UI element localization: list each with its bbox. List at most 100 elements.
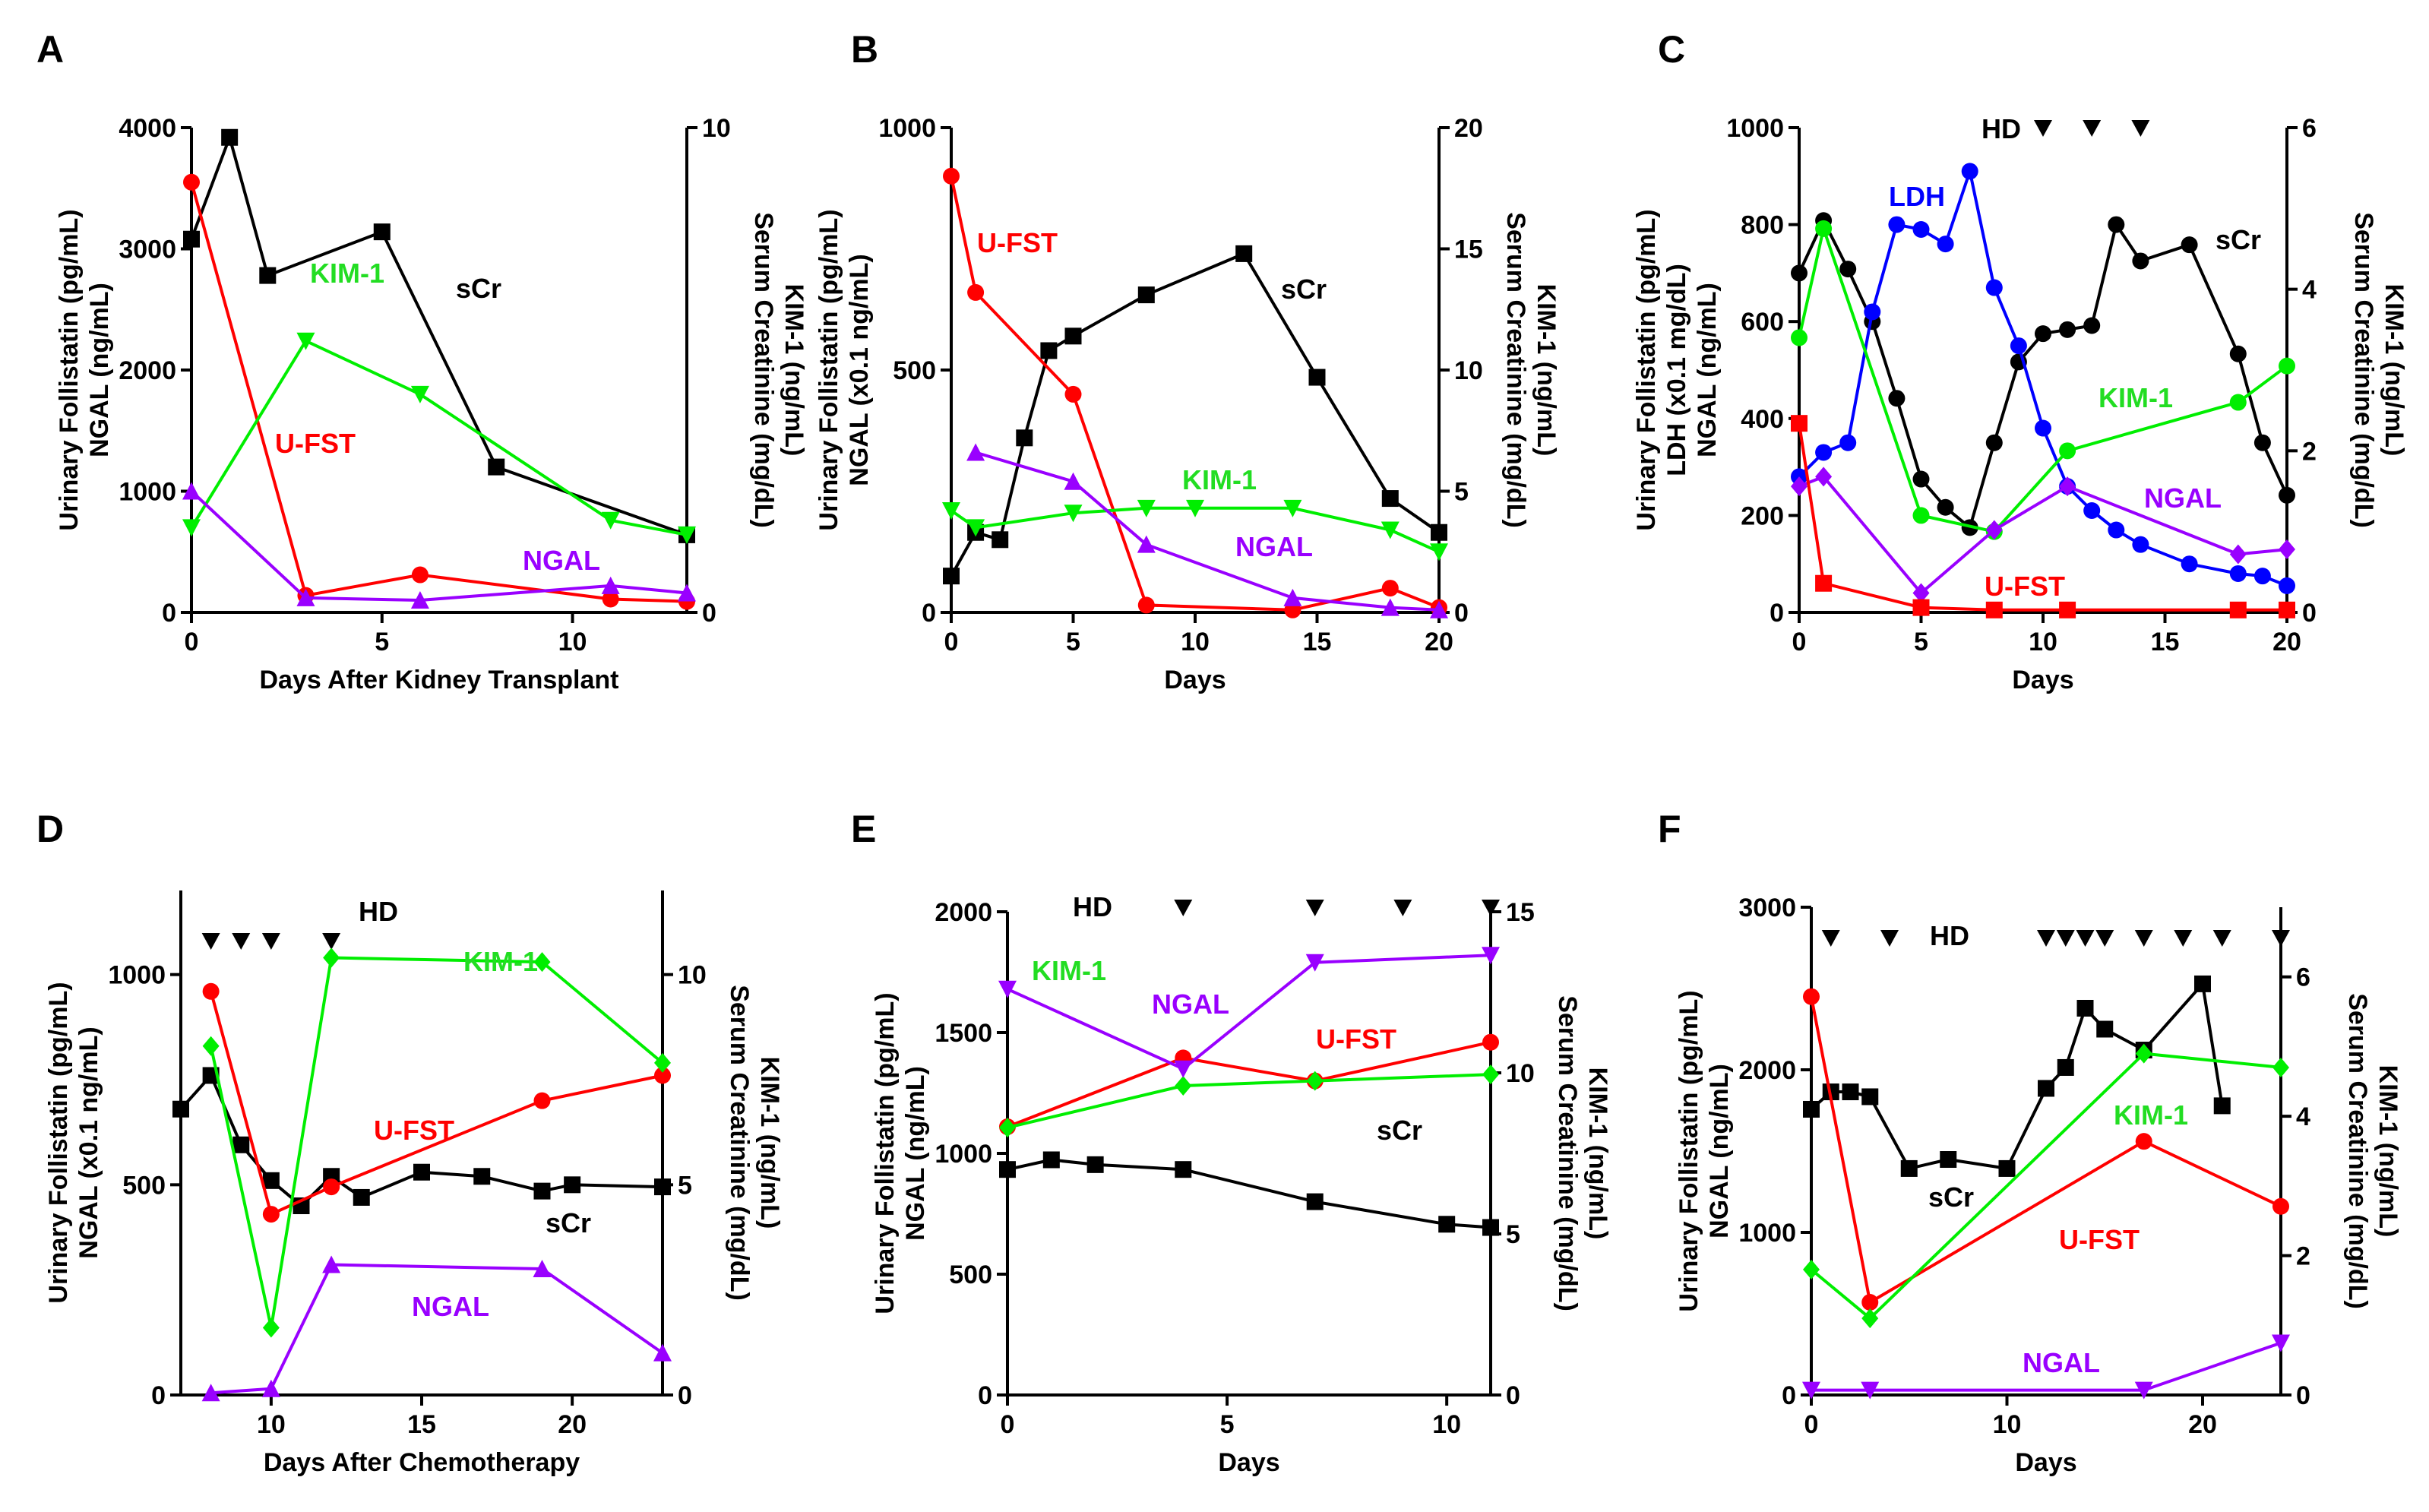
y-axis-title: Urinary Follistatin (pg/mL): [1675, 990, 1703, 1311]
data-point: [1998, 1159, 2016, 1177]
data-point: [2279, 486, 2295, 504]
y-axis-title: Urinary Follistatin (pg/mL): [55, 209, 84, 530]
y-tick-label: 1000: [108, 961, 166, 990]
series-u-fst: U-FST: [183, 173, 695, 610]
hd-marker: [232, 933, 251, 950]
hd-marker: [1880, 930, 1899, 947]
data-point: [533, 1092, 551, 1109]
data-point: [1985, 520, 2003, 540]
series-u-fst: U-FST: [202, 982, 671, 1223]
y-tick-label: 500: [893, 356, 936, 385]
data-point: [2076, 999, 2094, 1017]
y-tick-label: 1500: [935, 1019, 992, 1048]
y-tick-label: 4000: [119, 114, 176, 143]
y-tick-label: 0: [922, 599, 936, 628]
y2-tick-label: 15: [1506, 898, 1535, 927]
y-axis-title: Urinary Follistatin (pg/mL): [871, 992, 900, 1314]
y-tick-label: 3000: [119, 236, 176, 264]
data-point: [999, 1161, 1016, 1178]
data-point: [2279, 539, 2295, 560]
data-point: [2229, 394, 2247, 411]
panel-c: C0 5 10 15 20020040060080010000246DaysUrinar…: [1632, 28, 2408, 694]
series-label: NGAL: [2023, 1347, 2100, 1378]
series-line: [190, 339, 688, 536]
data-point: [2108, 521, 2125, 539]
data-point: [2229, 345, 2247, 362]
data-point: [1430, 600, 1448, 618]
x-tick-label: 10: [1181, 628, 1210, 656]
hd-marker: [2131, 120, 2150, 137]
panel-a: A 0 5 10 0 1000 2000 3000 4000 0 10 Days After Kidn…: [36, 28, 808, 694]
data-point: [1235, 245, 1253, 262]
data-point: [262, 1317, 280, 1338]
data-point: [202, 982, 220, 1000]
y2-axis-title: KIM-1 (ng/mL): [1532, 284, 1561, 457]
data-point: [413, 1163, 430, 1181]
series-kim-1: KIM-1: [1803, 1043, 2289, 1329]
data-point: [943, 167, 960, 185]
series-line: [1007, 1073, 1491, 1130]
data-point: [1985, 601, 2003, 618]
hd-marker: [2034, 120, 2052, 137]
y2-axis-title: KIM-1 (ng/mL): [755, 1057, 784, 1229]
data-point: [1283, 499, 1302, 517]
x-axis-title: Days After Chemotherapy: [264, 1448, 580, 1477]
hd-marker: [2272, 930, 2290, 947]
hd-marker: [2083, 120, 2102, 137]
data-point: [322, 1255, 341, 1273]
data-point: [232, 1136, 250, 1153]
data-point: [1912, 583, 1930, 603]
data-point: [2059, 601, 2076, 618]
data-point: [1791, 476, 1808, 497]
data-point: [2059, 321, 2076, 338]
panel-letter: E: [851, 808, 876, 850]
data-point: [1912, 470, 1930, 488]
y-tick-label: 200: [1741, 501, 1784, 530]
data-point: [1381, 598, 1400, 616]
data-point: [1861, 1381, 1880, 1400]
panel-f: F 0 10 20 0 1000 2000 3000 0 2 4 6 Days Urinary Folli…: [1658, 808, 2402, 1477]
x-axis-title: Days: [2012, 666, 2073, 694]
y2-tick-label: 0: [1506, 1381, 1520, 1410]
data-point: [262, 1172, 280, 1189]
data-point: [2010, 337, 2027, 355]
data-point: [2135, 1133, 2152, 1150]
hd-marker: [1393, 900, 1412, 916]
data-point: [1985, 279, 2003, 296]
y2-axis-title: Serum Creatinine (mg/dL): [2349, 212, 2378, 528]
y2-tick-label: 0: [2296, 1381, 2310, 1410]
series-label: KIM-1: [310, 258, 384, 289]
y-tick-label: 400: [1741, 405, 1784, 434]
data-point: [992, 531, 1009, 549]
hd-label: HD: [1073, 891, 1112, 922]
y-axis-title: NGAL (ng/mL): [1705, 1064, 1734, 1238]
x-tick-label: 15: [1303, 628, 1332, 656]
data-point: [1815, 220, 1833, 237]
x-tick-label: 20: [2272, 628, 2301, 656]
data-point: [1842, 1083, 1859, 1101]
series-label: U-FST: [1316, 1023, 1396, 1055]
data-point: [1306, 1193, 1324, 1210]
data-point: [221, 128, 239, 146]
data-point: [1086, 1156, 1104, 1173]
data-point: [1839, 261, 1857, 278]
data-point: [1482, 1033, 1499, 1051]
data-point: [2108, 216, 2125, 233]
x-tick-label: 5: [1220, 1410, 1235, 1439]
data-point: [1430, 543, 1448, 561]
y-tick-label: 1000: [119, 478, 176, 507]
data-point: [1482, 1219, 1499, 1236]
y2-tick-label: 2: [2302, 437, 2317, 466]
data-point: [296, 332, 315, 350]
y-axis-title: LDH (x0.1 mg/dL): [1662, 264, 1691, 476]
y2-tick-label: 0: [2302, 599, 2317, 628]
series-label: U-FST: [1985, 571, 2065, 602]
data-point: [1815, 444, 1833, 461]
data-point: [1912, 599, 1930, 616]
series-ngal: NGAL: [201, 1255, 672, 1402]
data-point: [1791, 264, 1808, 282]
hd-label: HD: [1930, 920, 1969, 951]
data-point: [1802, 1381, 1820, 1400]
series-scr: sCr: [183, 128, 695, 543]
